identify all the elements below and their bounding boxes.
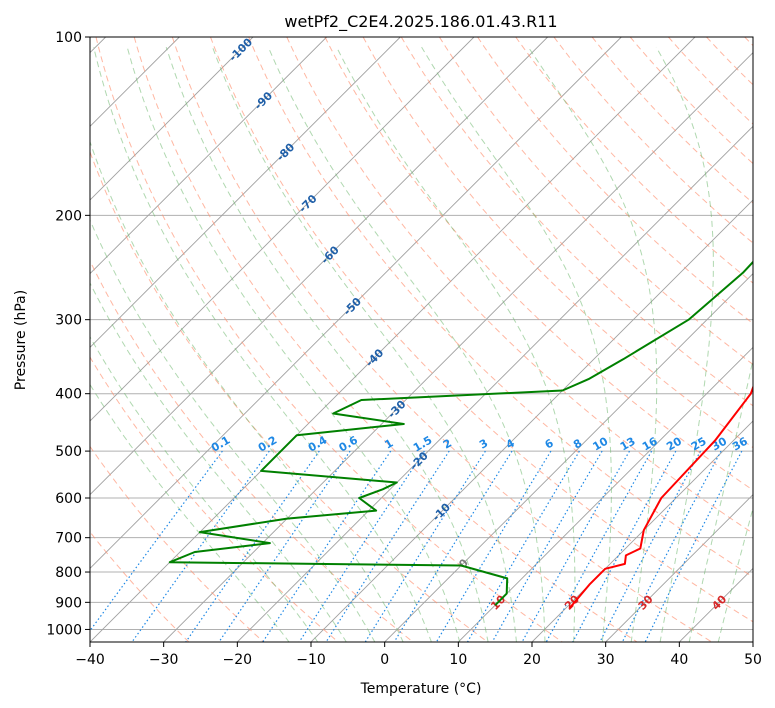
- x-tick-label: −10: [296, 652, 326, 668]
- y-tick-label: 1000: [46, 622, 82, 638]
- moist-adiabat: [527, 46, 658, 642]
- y-tick-label: 200: [55, 208, 82, 224]
- x-tick-label: −20: [223, 652, 253, 668]
- moist-adiabat: [165, 46, 489, 642]
- temperature-profile: [568, 384, 753, 609]
- isotherm-line: [458, 346, 753, 642]
- x-tick-label: −30: [149, 652, 179, 668]
- isotherm-line: [605, 494, 753, 642]
- isotherm-line: [90, 37, 548, 496]
- x-tick-label: 20: [523, 652, 541, 668]
- moist-adiabat: [90, 335, 319, 642]
- y-tick-label: 600: [55, 491, 82, 507]
- dry-adiabat: [324, 37, 753, 491]
- isotherm-line: [90, 37, 475, 422]
- dry-adiabat: [90, 356, 339, 642]
- moist-adiabat: [90, 140, 404, 642]
- isotherm-line: [90, 37, 622, 569]
- moist-adiabat: [267, 46, 546, 642]
- y-tick-label: 800: [55, 565, 82, 581]
- moist-adiabat: [421, 46, 612, 642]
- mixing-ratio-line: [185, 450, 320, 642]
- mixing-ratio-line: [621, 450, 722, 642]
- y-tick-label: 900: [55, 595, 82, 611]
- mixing-ratio-line: [131, 450, 270, 642]
- x-axis-title: Temperature (°C): [360, 681, 482, 697]
- dry-adiabat: [591, 37, 753, 204]
- mixing-ratio-line: [393, 450, 513, 642]
- dry-adiabat: [95, 37, 563, 642]
- mixing-ratio-line: [466, 450, 580, 642]
- dry-adiabat: [286, 37, 753, 534]
- dewpoint-profile: [168, 260, 753, 606]
- isotherm-line: [90, 37, 254, 201]
- isotherm-line: [237, 125, 753, 642]
- axes-ticks: −40 −30 −20 −10 0 10 20 30 40 50 100 200 300 400 500 60…: [46, 30, 762, 668]
- mixing-ratio-line: [218, 450, 351, 642]
- dry-adiabat: [362, 37, 753, 449]
- dry-adiabat: [400, 37, 753, 407]
- mixing-ratio-line: [364, 450, 486, 642]
- isotherm-line: [90, 37, 696, 642]
- isotherm-line: [90, 37, 401, 348]
- dry-adiabat: [133, 37, 638, 642]
- y-tick-label: 300: [55, 313, 82, 329]
- dry-adiabat: [90, 259, 414, 642]
- y-tick-label: 400: [55, 387, 82, 403]
- x-tick-label: 10: [449, 652, 467, 668]
- isotherm-line: [90, 37, 327, 275]
- y-tick-label: 700: [55, 531, 82, 547]
- dry-adiabat: [171, 37, 712, 642]
- mixing-ratio-line: [599, 450, 702, 642]
- dry-adiabat: [90, 445, 264, 642]
- moist-adiabat: [212, 46, 517, 642]
- moist-adiabat: [90, 218, 376, 642]
- dry-adiabat: [438, 37, 753, 366]
- mixing-ratio-line: [572, 450, 677, 642]
- x-tick-label: 30: [597, 652, 615, 668]
- plot-area: 0.1 0.2 0.4 0.6 1 1.5 2 3 4 6 8 10 13 16 20 25 30 36-100-…: [90, 37, 753, 642]
- x-tick-label: 50: [744, 652, 762, 668]
- moist-adiabat: [717, 506, 753, 642]
- x-tick-label: 0: [380, 652, 389, 668]
- mixing-ratio-line: [545, 450, 653, 642]
- dry-adiabat: [553, 37, 753, 244]
- y-axis-title: Pressure (hPa): [13, 290, 29, 390]
- moist-adiabat: [688, 356, 753, 642]
- mixing-ratio-line: [491, 450, 603, 642]
- mixing-ratio-line: [435, 450, 552, 642]
- isotherm-line: [531, 420, 753, 642]
- chart-title: wetPf2_C2E4.2025.186.01.43.R11: [284, 12, 557, 32]
- isotherm-line: [384, 273, 753, 642]
- y-tick-label: 500: [55, 444, 82, 460]
- moist-adiabat: [90, 383, 290, 642]
- moist-adiabat: [126, 46, 461, 642]
- moist-adiabat: [655, 46, 714, 642]
- plot-frame: [89, 36, 754, 643]
- dry-adiabat: [248, 37, 753, 578]
- mixing-ratio-line: [521, 450, 631, 642]
- moist-adiabat: [93, 46, 432, 642]
- x-tick-label: 40: [670, 652, 688, 668]
- y-tick-label: 100: [55, 30, 82, 46]
- isotherm-line: [163, 52, 753, 642]
- dry-adiabat: [210, 37, 753, 623]
- x-tick-label: −40: [75, 652, 105, 668]
